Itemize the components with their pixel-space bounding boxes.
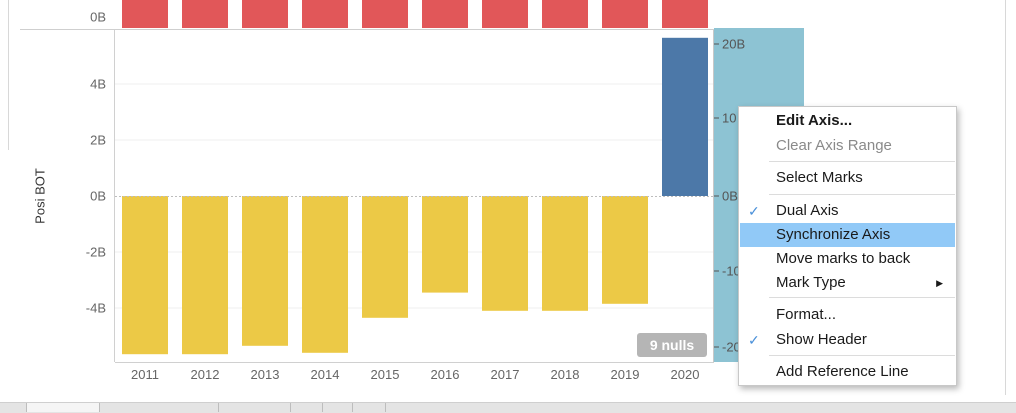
secondary-tick-label: 0B bbox=[722, 188, 738, 204]
menu-item-edit-axis[interactable]: Edit Axis... bbox=[740, 109, 955, 133]
menu-item-label: Dual Axis bbox=[776, 202, 839, 219]
sheet-tab-divider bbox=[218, 403, 219, 412]
secondary-tick-label: -10 bbox=[722, 263, 741, 279]
y-tick-label: -2B bbox=[85, 244, 106, 260]
y-tick-label: 4B bbox=[90, 76, 106, 92]
menu-item-add-reference-line[interactable]: Add Reference Line bbox=[740, 360, 955, 384]
x-tick-label: 2017 bbox=[490, 367, 520, 382]
x-tick-label: 2014 bbox=[310, 367, 340, 382]
y-axis-title: Posi BOT bbox=[32, 168, 48, 224]
submenu-arrow-icon: ▶ bbox=[936, 278, 943, 288]
x-tick-label: 2011 bbox=[131, 367, 159, 382]
top-pane-bar bbox=[302, 0, 348, 28]
bar bbox=[602, 196, 648, 304]
menu-item-label: Synchronize Axis bbox=[776, 226, 891, 243]
sheet-tab-bar bbox=[0, 402, 1016, 413]
top-pane-bar bbox=[602, 0, 648, 28]
axis-context-menu: Edit Axis... Clear Axis Range Select Marks… bbox=[738, 106, 957, 386]
menu-item-dual-axis[interactable]: ✓ Dual Axis bbox=[740, 199, 955, 223]
sheet-tab-divider bbox=[290, 403, 291, 412]
bar bbox=[242, 196, 288, 346]
menu-item-format[interactable]: Format... bbox=[740, 303, 955, 327]
menu-item-label: Mark Type bbox=[776, 274, 846, 291]
secondary-tick-label: -20 bbox=[722, 339, 741, 355]
checkmark-icon: ✓ bbox=[748, 203, 760, 219]
y-tick-label: 0B bbox=[90, 188, 106, 204]
bar bbox=[362, 196, 408, 318]
bar bbox=[122, 196, 168, 355]
menu-item-move-marks-to-back[interactable]: Move marks to back bbox=[740, 247, 955, 271]
top-pane-bar bbox=[182, 0, 228, 28]
bar bbox=[542, 196, 588, 311]
sheet-tab-divider bbox=[322, 403, 323, 412]
top-pane-bar bbox=[362, 0, 408, 28]
top-pane-tick-label: 0B bbox=[90, 9, 106, 25]
menu-item-label: Add Reference Line bbox=[776, 363, 909, 380]
menu-item-mark-type[interactable]: Mark Type ▶ bbox=[740, 271, 955, 295]
menu-item-label: Select Marks bbox=[776, 169, 863, 186]
top-pane-bar bbox=[122, 0, 168, 28]
sheet-tab[interactable] bbox=[26, 403, 100, 412]
top-pane-bar bbox=[662, 0, 708, 28]
x-tick-label: 2012 bbox=[190, 367, 220, 382]
bar bbox=[182, 196, 228, 355]
x-tick-label: 2020 bbox=[670, 367, 700, 382]
menu-separator bbox=[769, 194, 955, 195]
x-tick-label: 2018 bbox=[550, 367, 580, 382]
menu-item-clear-axis-range: Clear Axis Range bbox=[740, 134, 955, 158]
y-tick-label: -4B bbox=[85, 300, 106, 316]
x-tick-label: 2015 bbox=[370, 367, 400, 382]
right-pane-border bbox=[1005, 0, 1006, 395]
menu-item-select-marks[interactable]: Select Marks bbox=[740, 166, 955, 190]
checkmark-icon: ✓ bbox=[748, 332, 760, 348]
secondary-tick-label: 10 bbox=[722, 110, 737, 126]
bar bbox=[662, 37, 708, 196]
menu-separator bbox=[769, 297, 955, 298]
top-pane-bar bbox=[242, 0, 288, 28]
bar bbox=[422, 196, 468, 293]
sheet-tab-divider bbox=[385, 403, 386, 412]
secondary-tick-label: 20B bbox=[722, 36, 746, 52]
y-tick-label: 2B bbox=[90, 132, 106, 148]
menu-item-label: Format... bbox=[776, 306, 837, 323]
x-tick-label: 2019 bbox=[610, 367, 640, 382]
nulls-indicator[interactable]: 9 nulls bbox=[637, 333, 707, 357]
bar bbox=[482, 196, 528, 311]
menu-item-label: Move marks to back bbox=[776, 250, 911, 267]
top-pane-bar bbox=[422, 0, 468, 28]
menu-separator bbox=[769, 161, 955, 162]
menu-item-synchronize-axis[interactable]: Synchronize Axis bbox=[740, 223, 955, 247]
top-pane-bar bbox=[542, 0, 588, 28]
menu-item-label: Show Header bbox=[776, 331, 867, 348]
top-pane-bar bbox=[482, 0, 528, 28]
bar bbox=[302, 196, 348, 353]
left-pane-border bbox=[8, 0, 9, 150]
x-tick-label: 2016 bbox=[430, 367, 460, 382]
menu-separator bbox=[769, 355, 955, 356]
x-tick-label: 2013 bbox=[250, 367, 280, 382]
menu-item-label: Clear Axis Range bbox=[776, 137, 892, 154]
menu-item-show-header[interactable]: ✓ Show Header bbox=[740, 328, 955, 352]
menu-item-label: Edit Axis... bbox=[776, 112, 853, 129]
sheet-tab-divider bbox=[352, 403, 353, 412]
